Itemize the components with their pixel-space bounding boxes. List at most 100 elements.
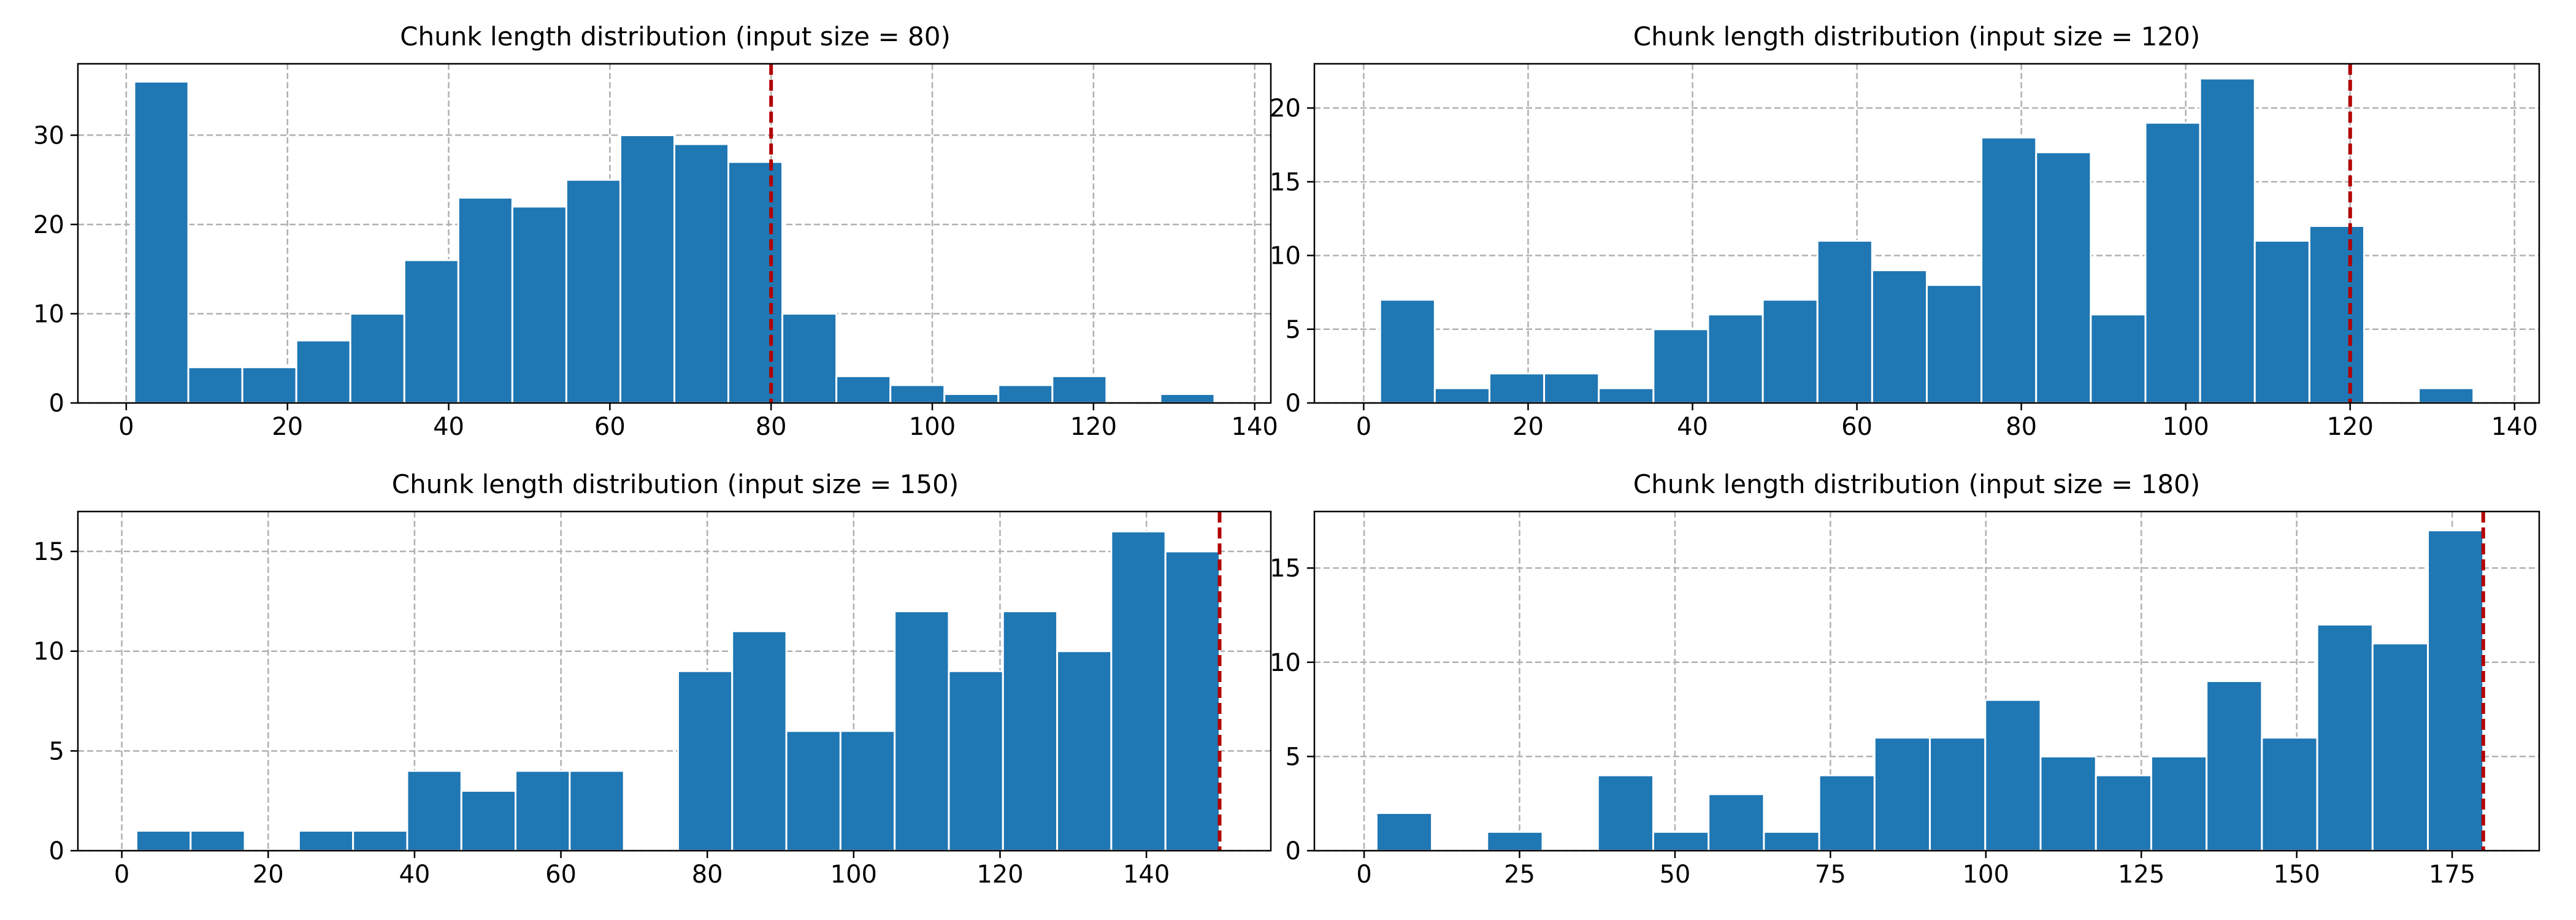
histogram-bar <box>1708 793 1765 852</box>
histogram-bar <box>2039 755 2097 852</box>
y-axis-ticks: 0 5 10 15 <box>33 538 78 865</box>
axes-frame <box>1313 510 2540 852</box>
subplot-title: Chunk length distribution (input size = … <box>1633 469 2200 499</box>
plot-area: 0 25 50 75 100 125 150 175 0 5 10 15 <box>1270 510 2540 889</box>
histogram-bar <box>677 670 734 852</box>
histogram-bar <box>457 196 513 404</box>
plot-area: 0 20 40 60 80 100 120 140 0 5 10 15 20 <box>1270 63 2540 441</box>
x-tick-label: 120 <box>1070 413 1117 441</box>
histogram-bar <box>241 366 297 404</box>
subplot-title: Chunk length distribution (input size = … <box>392 469 959 499</box>
histogram-bar <box>1761 299 1819 404</box>
x-tick-label: 80 <box>692 861 723 889</box>
histogram-bar <box>619 134 676 404</box>
axes-frame <box>77 510 1272 852</box>
histogram-bar <box>727 161 784 404</box>
histogram-bar <box>1488 372 1546 404</box>
y-tick-label: 10 <box>1270 649 1301 677</box>
histogram-bar <box>1002 610 1059 852</box>
x-tick-label: 125 <box>2118 861 2164 889</box>
histogram-bar <box>1652 328 1709 404</box>
histogram-bar <box>2206 680 2263 852</box>
histogram-bars <box>133 80 1216 404</box>
x-tick-label: 140 <box>1123 861 1170 889</box>
subplot-title: Chunk length distribution (input size = … <box>1633 21 2200 52</box>
x-tick-label: 100 <box>909 413 956 441</box>
x-tick-label: 140 <box>2491 413 2538 441</box>
histogram-bar <box>2095 774 2152 852</box>
x-tick-label: 100 <box>830 861 877 889</box>
histogram-bar <box>2144 121 2201 404</box>
histogram-bar <box>889 384 946 404</box>
x-tick-label: 120 <box>2327 413 2374 441</box>
y-tick-label: 0 <box>49 389 64 418</box>
subplot-input-120: Chunk length distribution (input size = … <box>1270 21 2540 441</box>
histogram-bar <box>190 829 246 852</box>
histogram-bar <box>835 375 892 404</box>
histogram-bar <box>2371 642 2429 852</box>
histogram-bar <box>352 829 408 852</box>
y-tick-label: 5 <box>1286 743 1301 771</box>
histogram-bar <box>1707 313 1764 404</box>
y-tick-label: 20 <box>33 211 64 239</box>
histogram-bar <box>1980 136 2037 404</box>
histogram-bar <box>295 339 351 404</box>
x-tick-label: 80 <box>756 413 787 441</box>
histogram-bar <box>1379 299 1436 404</box>
y-tick-label: 15 <box>33 538 64 566</box>
x-tick-label: 50 <box>1659 861 1690 889</box>
y-tick-label: 30 <box>33 121 64 150</box>
y-tick-label: 10 <box>33 638 64 666</box>
y-tick-label: 0 <box>49 837 64 865</box>
y-axis-ticks: 0 5 10 15 <box>1270 554 1314 865</box>
x-tick-label: 0 <box>114 861 129 889</box>
histogram-bar <box>1871 269 1928 404</box>
histogram-bar <box>2308 224 2366 404</box>
histogram-bar <box>1375 812 1433 852</box>
x-tick-label: 40 <box>399 861 430 889</box>
histogram-bar <box>2199 77 2256 404</box>
histogram-bar <box>894 610 950 852</box>
histogram-bar <box>2035 151 2092 404</box>
subplot-input-180: Chunk length distribution (input size = … <box>1270 469 2540 889</box>
histogram-bar <box>1598 387 1655 404</box>
y-tick-label: 20 <box>1270 94 1301 123</box>
histogram-bars <box>135 531 1221 852</box>
histogram-bar <box>1597 774 1654 852</box>
histogram-bar <box>511 205 567 404</box>
histogram-bar <box>349 312 405 404</box>
x-tick-label: 0 <box>1356 413 1371 441</box>
histogram-bar <box>565 178 621 404</box>
histogram-bar <box>1984 699 2042 852</box>
histogram-bars <box>1375 529 2485 852</box>
histogram-bar <box>731 630 788 852</box>
x-tick-label: 0 <box>118 413 134 441</box>
histogram-bar <box>948 670 1004 852</box>
x-tick-label: 100 <box>1963 861 2009 889</box>
histogram-bar <box>569 770 625 852</box>
histogram-bar <box>1433 387 1490 404</box>
histogram-bar <box>406 770 462 852</box>
histogram-bar <box>460 789 517 852</box>
x-tick-label: 25 <box>1504 861 1535 889</box>
x-tick-label: 175 <box>2429 861 2475 889</box>
axes-frame <box>1313 63 2540 404</box>
x-axis-ticks: 0 25 50 75 100 125 150 175 <box>1356 851 2475 889</box>
histogram-bar <box>1486 830 1544 852</box>
histogram-bar <box>1763 830 1820 852</box>
histogram-bar <box>2150 755 2208 852</box>
y-tick-label: 10 <box>33 300 64 328</box>
y-tick-label: 5 <box>49 737 64 765</box>
histogram-bar <box>135 829 192 852</box>
histogram-bar <box>1543 372 1600 404</box>
x-tick-label: 120 <box>976 861 1023 889</box>
x-tick-label: 140 <box>1232 413 1278 441</box>
histogram-bar <box>1929 737 1987 852</box>
y-tick-label: 15 <box>1270 168 1301 196</box>
histogram-bar <box>297 829 355 852</box>
x-axis-ticks: 0 20 40 60 80 100 120 140 <box>114 851 1170 889</box>
histogram-bar <box>2090 313 2147 404</box>
histogram-bar <box>997 384 1054 404</box>
x-tick-label: 40 <box>1677 413 1708 441</box>
y-tick-label: 5 <box>1286 316 1301 344</box>
